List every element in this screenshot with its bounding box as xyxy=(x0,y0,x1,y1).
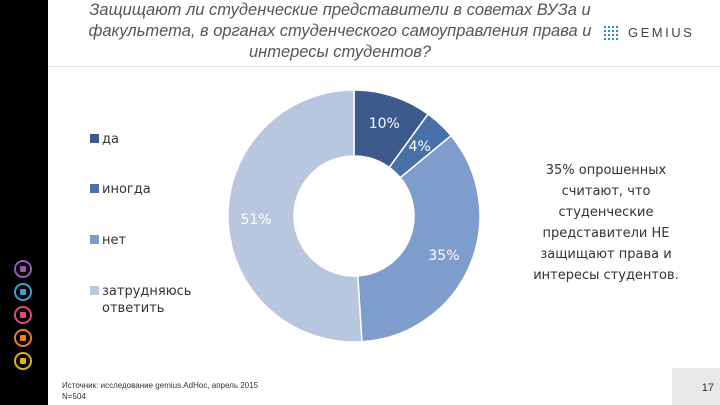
legend-swatch xyxy=(90,134,99,143)
cart-icon xyxy=(14,306,32,324)
source-line: Источник: исследование gemius.AdHoc, апр… xyxy=(62,381,259,390)
logo-text: GEMIUS xyxy=(628,25,695,40)
legend-label: нет xyxy=(102,233,127,248)
slice-zatrudnyayus xyxy=(227,89,363,343)
sidebar xyxy=(0,0,48,405)
data-label-net: 35% xyxy=(428,248,459,264)
data-label-inogda: 4% xyxy=(409,139,431,155)
logo-dots-icon xyxy=(604,26,622,40)
page-number-box: 17 xyxy=(672,368,720,405)
legend-swatch xyxy=(90,235,99,244)
sample-size: N=504 xyxy=(62,392,86,401)
data-label-da: 10% xyxy=(369,116,400,132)
wrench-icon xyxy=(14,329,32,347)
legend-label: да xyxy=(102,132,119,147)
legend-swatch xyxy=(90,184,99,193)
page-number: 17 xyxy=(701,382,714,394)
legend-swatch xyxy=(90,286,99,295)
document-icon xyxy=(14,352,32,370)
legend-label: затрудняюсь ответить xyxy=(102,284,192,316)
title-divider xyxy=(48,66,720,67)
source-note: Источник: исследование gemius.AdHoc, апр… xyxy=(62,380,258,402)
page-title: Защищают ли студенческие представители в… xyxy=(88,1,592,61)
data-label-zatrudnyayus: 51% xyxy=(240,212,271,228)
legend-label: иногда xyxy=(102,182,151,197)
lightbulb-icon xyxy=(14,283,32,301)
slice-net xyxy=(356,134,481,343)
key-finding-text: 35% опрошенных считают, что студенческие… xyxy=(533,163,679,283)
people-icon xyxy=(14,260,32,278)
